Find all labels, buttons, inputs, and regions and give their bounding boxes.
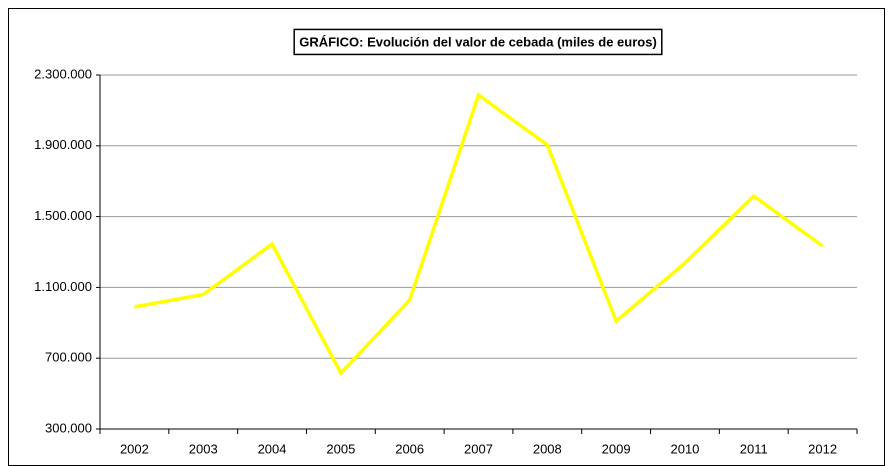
x-tick-label: 2007 <box>464 441 493 456</box>
chart-title: GRÁFICO: Evolución del valor de cebada (… <box>299 34 657 49</box>
y-tick-label: 300.000 <box>45 420 92 435</box>
title-box <box>293 28 663 56</box>
x-tick-label: 2004 <box>258 441 287 456</box>
x-tick-label: 2006 <box>395 441 424 456</box>
x-tick-label: 2011 <box>740 441 768 456</box>
x-tick-label: 2012 <box>808 441 837 456</box>
y-tick-label: 700.000 <box>45 350 92 365</box>
y-tick-label: 1.100.000 <box>34 279 92 294</box>
y-tick-label: 2.300.000 <box>34 66 92 81</box>
x-tick-label: 2005 <box>326 441 355 456</box>
x-tick-label: 2009 <box>602 441 631 456</box>
data-line <box>134 92 824 377</box>
chart-border <box>8 8 885 466</box>
x-tick-label: 2008 <box>533 441 562 456</box>
y-tick-label: 1.500.000 <box>34 208 92 223</box>
x-tick-label: 2010 <box>670 441 699 456</box>
x-tick-label: 2003 <box>189 441 218 456</box>
x-tick-label: 2002 <box>120 441 149 456</box>
y-tick-label: 1.900.000 <box>34 137 92 152</box>
